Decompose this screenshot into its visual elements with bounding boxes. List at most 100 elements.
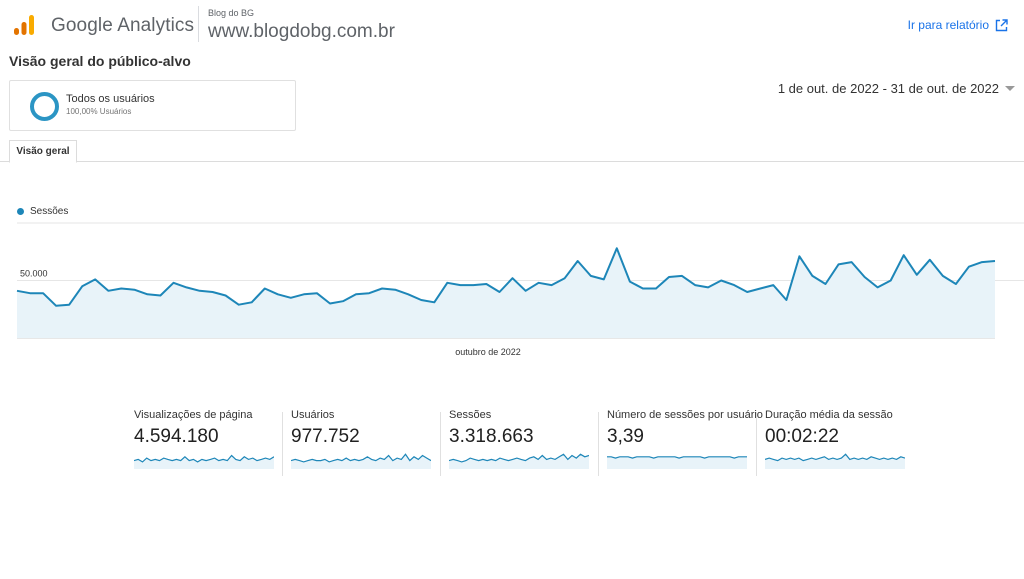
data-point[interactable] — [784, 298, 789, 303]
data-point[interactable] — [927, 257, 932, 262]
data-point[interactable] — [249, 300, 254, 305]
data-point[interactable] — [771, 283, 776, 288]
data-point[interactable] — [680, 273, 685, 278]
data-point[interactable] — [275, 292, 280, 297]
data-point[interactable] — [327, 301, 332, 306]
chart-legend[interactable]: Sessões — [17, 206, 68, 217]
metric-divider — [440, 412, 441, 476]
brand-name[interactable]: Google Analytics — [51, 15, 195, 36]
analytics-logo-icon[interactable] — [12, 13, 36, 37]
data-point[interactable] — [314, 291, 319, 296]
data-point[interactable] — [575, 258, 580, 263]
data-point[interactable] — [758, 286, 763, 291]
data-point[interactable] — [849, 260, 854, 265]
data-point[interactable] — [953, 281, 958, 286]
data-point[interactable] — [210, 290, 215, 295]
data-point[interactable] — [549, 283, 554, 288]
data-point[interactable] — [367, 291, 372, 296]
data-point[interactable] — [236, 302, 241, 307]
data-point[interactable] — [158, 293, 163, 298]
data-point[interactable] — [875, 285, 880, 290]
data-point[interactable] — [93, 277, 98, 282]
data-point[interactable] — [354, 292, 359, 297]
segment-card[interactable]: Todos os usuários 100,00% Usuários — [9, 80, 296, 131]
metric-tile[interactable]: Usuários 977.752 — [285, 405, 435, 477]
metric-tile[interactable]: Sessões 3.318.663 — [443, 405, 593, 477]
metric-value: 3.318.663 — [449, 426, 534, 447]
sparkline-line — [291, 453, 431, 463]
metric-value: 4.594.180 — [134, 426, 219, 447]
data-point[interactable] — [301, 292, 306, 297]
data-point[interactable] — [393, 287, 398, 292]
data-point[interactable] — [458, 283, 463, 288]
data-point[interactable] — [471, 283, 476, 288]
data-point[interactable] — [419, 298, 424, 303]
account-name[interactable]: Blog do BG — [208, 8, 255, 18]
data-point[interactable] — [380, 286, 385, 291]
metric-tile[interactable]: Duração média da sessão 00:02:22 — [759, 405, 909, 477]
data-point[interactable] — [862, 275, 867, 280]
date-range-picker[interactable]: 1 de out. de 2022 - 31 de out. de 2022 — [778, 81, 1015, 96]
data-point[interactable] — [41, 291, 46, 296]
data-point[interactable] — [80, 284, 85, 289]
data-point[interactable] — [171, 280, 176, 285]
data-point[interactable] — [484, 281, 489, 286]
data-point[interactable] — [223, 293, 228, 298]
data-point[interactable] — [562, 276, 567, 281]
data-point[interactable] — [432, 300, 437, 305]
data-point[interactable] — [810, 273, 815, 278]
data-point[interactable] — [797, 254, 802, 259]
data-point[interactable] — [67, 302, 72, 307]
series-line[interactable] — [16, 247, 996, 307]
metric-tile[interactable]: Número de sessões por usuário 3,39 — [601, 405, 763, 477]
data-point[interactable] — [15, 288, 20, 293]
data-point[interactable] — [497, 290, 502, 295]
data-point[interactable] — [54, 303, 59, 308]
tab-overview[interactable]: Visão geral — [9, 140, 77, 163]
sessions-chart[interactable]: 100.000 50.000 outubro de 2022 — [0, 220, 1024, 365]
data-point[interactable] — [640, 286, 645, 291]
segment-percentage: 100,00% Usuários — [66, 107, 132, 116]
metric-tile[interactable]: Visualizações de página 4.594.180 — [128, 405, 278, 477]
data-point[interactable] — [940, 273, 945, 278]
data-point[interactable] — [888, 278, 893, 283]
data-point[interactable] — [667, 275, 672, 280]
data-point[interactable] — [993, 258, 998, 263]
data-point[interactable] — [523, 288, 528, 293]
data-point[interactable] — [979, 260, 984, 265]
data-point[interactable] — [966, 264, 971, 269]
data-point[interactable] — [184, 285, 189, 290]
go-to-report-link[interactable]: Ir para relatório — [908, 18, 1008, 32]
data-point[interactable] — [627, 279, 632, 284]
data-point[interactable] — [106, 288, 111, 293]
sparkline-line — [607, 456, 747, 459]
data-point[interactable] — [28, 291, 33, 296]
data-point[interactable] — [601, 277, 606, 282]
data-point[interactable] — [914, 272, 919, 277]
sparkline-line — [765, 453, 905, 462]
data-point[interactable] — [823, 281, 828, 286]
data-point[interactable] — [262, 286, 267, 291]
data-point[interactable] — [510, 276, 515, 281]
data-point[interactable] — [693, 283, 698, 288]
data-point[interactable] — [745, 290, 750, 295]
data-point[interactable] — [288, 295, 293, 300]
data-point[interactable] — [406, 292, 411, 297]
data-point[interactable] — [901, 253, 906, 258]
data-point[interactable] — [132, 287, 137, 292]
data-point[interactable] — [836, 262, 841, 267]
data-point[interactable] — [719, 278, 724, 283]
data-point[interactable] — [145, 292, 150, 297]
sparkline-area — [134, 455, 274, 469]
data-point[interactable] — [341, 299, 346, 304]
data-point[interactable] — [706, 285, 711, 290]
data-point[interactable] — [536, 280, 541, 285]
data-point[interactable] — [119, 286, 124, 291]
data-point[interactable] — [197, 288, 202, 293]
data-point[interactable] — [614, 246, 619, 251]
data-point[interactable] — [445, 280, 450, 285]
data-point[interactable] — [588, 273, 593, 278]
data-point[interactable] — [732, 283, 737, 288]
property-name[interactable]: www.blogdobg.com.br — [208, 21, 395, 42]
data-point[interactable] — [653, 286, 658, 291]
